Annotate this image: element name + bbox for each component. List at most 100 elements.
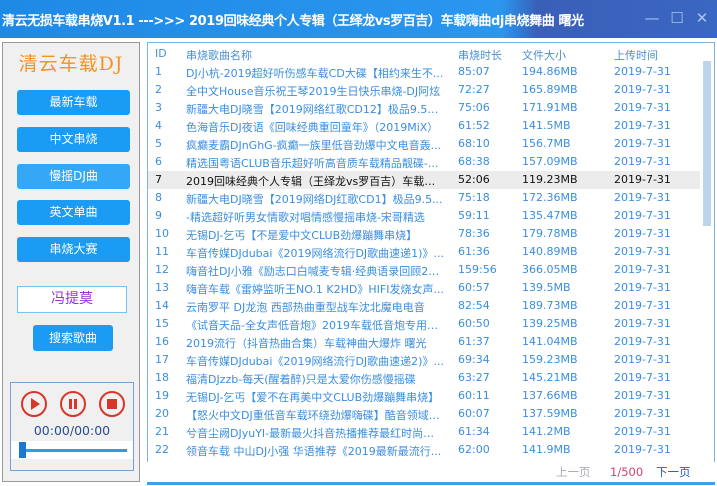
cell-size: 159.23MB xyxy=(522,353,578,366)
divider xyxy=(147,482,715,485)
cell-duration: 52:06 xyxy=(458,173,490,186)
cell-size: 140.89MB xyxy=(522,245,578,258)
scrollbar-thumb[interactable] xyxy=(703,61,711,226)
cell-name: 【怒火中文DJ重低音车载环绕劲爆嗨碟】酷音领域D... xyxy=(186,409,444,422)
cell-id: 22 xyxy=(155,443,169,456)
stop-icon[interactable] xyxy=(99,391,125,417)
cell-date: 2019-7-31 xyxy=(614,191,671,204)
table-row[interactable]: 8 新疆大电DJ晓雪【2019网络DJ红歌CD1】极品9.5... 75:18 172… xyxy=(148,189,700,207)
table-row[interactable]: 9 -精选超好听男女情歌对唱情感慢摇串烧-宋哥精选 59:11 135.47MB 201… xyxy=(148,207,700,225)
table-row[interactable]: 3 新疆大电DJ晓雪【2019网络红歌CD12】极品9.5丽... 75:06 171… xyxy=(148,99,700,117)
nav-chinese-medley-button[interactable]: 中文串烧 xyxy=(17,127,130,152)
maximize-button[interactable]: ☐ xyxy=(670,9,684,27)
progress-slider[interactable] xyxy=(11,441,133,459)
table-row[interactable]: 22 领音车载 中山DJ小强 华语推荐《2019最新最流行... 62:00 141.… xyxy=(148,441,700,459)
cell-name: 2019回味经典个人专辑（王绎龙vs罗百吉）车载嗨... xyxy=(186,175,444,188)
cell-name: 车音传媒DJdubai《2019网络流行DJ歌曲速递2)》... xyxy=(186,355,444,368)
cell-date: 2019-7-31 xyxy=(614,443,671,456)
next-page-link[interactable]: 下一页 xyxy=(656,465,691,479)
cell-duration: 159:56 xyxy=(458,263,497,276)
cell-duration: 75:18 xyxy=(458,191,490,204)
cell-name: 兮音尘阙DJyuYI-最新最火抖音热播推荐最红时尚的... xyxy=(186,427,444,440)
cell-duration: 82:54 xyxy=(458,299,490,312)
cell-duration: 60:50 xyxy=(458,317,490,330)
cell-size: 141.5MB xyxy=(522,119,571,132)
table-row[interactable]: 19 无锡DJ-乞丐【爱不在再美中文CLUB劲爆蹦舞串烧】 60:11 137.66M… xyxy=(148,387,700,405)
cell-name: 福清DJzzb-每天(醒着醉)只是太爱你伤感慢摇碟 xyxy=(186,373,416,386)
cell-size: 165.89MB xyxy=(522,83,578,96)
cell-date: 2019-7-31 xyxy=(614,65,671,78)
pause-icon[interactable] xyxy=(60,391,86,417)
search-input[interactable]: 冯提莫 xyxy=(17,286,127,313)
cell-date: 2019-7-31 xyxy=(614,173,671,186)
table-row[interactable]: 18 福清DJzzb-每天(醒着醉)只是太爱你伤感慢摇碟 63:27 145.21MB… xyxy=(148,369,700,387)
play-icon[interactable] xyxy=(21,391,47,417)
header-size[interactable]: 文件大小 xyxy=(522,49,566,62)
cell-size: 179.78MB xyxy=(522,227,578,240)
cell-date: 2019-7-31 xyxy=(614,281,671,294)
cell-duration: 61:34 xyxy=(458,425,490,438)
cell-name: 车音传媒DJdubai《2019网络流行DJ歌曲速递1)》... xyxy=(186,247,444,260)
table-row[interactable]: 17 车音传媒DJdubai《2019网络流行DJ歌曲速递2)》... 69:34 1… xyxy=(148,351,700,369)
search-button[interactable]: 搜索歌曲 xyxy=(33,325,113,351)
cell-id: 2 xyxy=(155,83,162,96)
cell-id: 9 xyxy=(155,209,162,222)
table-row[interactable]: 14 云南罗平 DJ龙泡 西部热曲重型战车沈北魔电电音 82:54 189.73MB 2… xyxy=(148,297,700,315)
table-row[interactable]: 7 2019回味经典个人专辑（王绎龙vs罗百吉）车载嗨... 52:06 119.23… xyxy=(148,171,700,189)
header-name[interactable]: 串烧歌曲名称 xyxy=(186,49,252,62)
nav-slow-dj-button[interactable]: 慢摇DJ曲 xyxy=(17,164,130,189)
table-row[interactable]: 11 车音传媒DJdubai《2019网络流行DJ歌曲速递1)》... 61:36 1… xyxy=(148,243,700,261)
cell-duration: 62:00 xyxy=(458,443,490,456)
close-button[interactable]: ✕ xyxy=(695,9,709,27)
header-duration[interactable]: 串烧时长 xyxy=(458,49,502,62)
cell-size: 157.09MB xyxy=(522,155,578,168)
cell-size: 194.86MB xyxy=(522,65,578,78)
cell-id: 6 xyxy=(155,155,162,168)
table-row[interactable]: 15 《试音天品-全女声低音炮》2019车载低音炮专用车... 60:50 139.2… xyxy=(148,315,700,333)
minimize-button[interactable]: — xyxy=(644,9,660,27)
vertical-scrollbar[interactable] xyxy=(700,43,714,462)
cell-name: 全中文House音乐祝王琴2019生日快乐串烧-DJ阿炫 xyxy=(186,85,441,98)
cell-size: 137.66MB xyxy=(522,389,578,402)
cell-duration: 78:36 xyxy=(458,227,490,240)
header-date[interactable]: 上传时间 xyxy=(614,49,658,62)
table-row[interactable]: 20 【怒火中文DJ重低音车载环绕劲爆嗨碟】酷音领域D... 60:07 137.59… xyxy=(148,405,700,423)
cell-date: 2019-7-31 xyxy=(614,371,671,384)
prev-page-link[interactable]: 上一页 xyxy=(556,465,591,479)
cell-duration: 75:06 xyxy=(458,101,490,114)
cell-size: 189.73MB xyxy=(522,299,578,312)
table-row[interactable]: 1 DJ小杭-2019超好听伤感车载CD大碟【相约来生不... 85:07 194.8… xyxy=(148,63,700,81)
header-id[interactable]: ID xyxy=(155,47,167,60)
table-row[interactable]: 13 嗨音车载《雷婷监听王NO.1 K2HD》HIFI发烧女声... 60:57 13… xyxy=(148,279,700,297)
cell-id: 5 xyxy=(155,137,162,150)
cell-id: 4 xyxy=(155,119,162,132)
cell-date: 2019-7-31 xyxy=(614,299,671,312)
cell-date: 2019-7-31 xyxy=(614,263,671,276)
table-row[interactable]: 4 色海音乐DJ夜语《回味经典重回童年》（2019MiX） 61:52 141.5MB… xyxy=(148,117,700,135)
table-row[interactable]: 5 疯癫麦霸DJnGhG-疯癫一族里低音劲爆中文电音轰... 68:10 156.7M… xyxy=(148,135,700,153)
table-row[interactable]: 12 嗨音社DJ小雅《励志口白喊麦专辑·经典语录回顾20... 159:56 366.… xyxy=(148,261,700,279)
table-row[interactable]: 10 无锡DJ-乞丐【不是爱中文CLUB劲爆蹦舞串烧】 78:36 179.78MB 2… xyxy=(148,225,700,243)
cell-name: 精选国粤语CLUB音乐超好听高音质车载精品靓碟-... xyxy=(186,157,439,170)
cell-duration: 59:11 xyxy=(458,209,490,222)
cell-date: 2019-7-31 xyxy=(614,137,671,150)
cell-date: 2019-7-31 xyxy=(614,353,671,366)
progress-thumb[interactable] xyxy=(19,442,26,458)
cell-size: 135.47MB xyxy=(522,209,578,222)
cell-id: 11 xyxy=(155,245,169,258)
nav-contest-button[interactable]: 串烧大赛 xyxy=(17,237,130,262)
cell-size: 119.23MB xyxy=(522,173,578,186)
cell-size: 145.21MB xyxy=(522,371,578,384)
table-row[interactable]: 16 2019流行（抖音热曲合集）车载神曲大爆炸 曙光 61:37 141.04MB 2… xyxy=(148,333,700,351)
table-header: ID 串烧歌曲名称 串烧时长 文件大小 上传时间 xyxy=(148,45,700,63)
cell-date: 2019-7-31 xyxy=(614,425,671,438)
table-row[interactable]: 21 兮音尘阙DJyuYI-最新最火抖音热播推荐最红时尚的... 61:34 141.… xyxy=(148,423,700,441)
cell-name: -精选超好听男女情歌对唱情感慢摇串烧-宋哥精选 xyxy=(186,211,425,224)
cell-date: 2019-7-31 xyxy=(614,101,671,114)
nav-english-button[interactable]: 英文单曲 xyxy=(17,200,130,225)
table-row[interactable]: 6 精选国粤语CLUB音乐超好听高音质车载精品靓碟-... 68:38 157.09M… xyxy=(148,153,700,171)
table-row[interactable]: 2 全中文House音乐祝王琴2019生日快乐串烧-DJ阿炫 72:27 165.89… xyxy=(148,81,700,99)
nav-latest-button[interactable]: 最新车载 xyxy=(17,90,130,115)
title-bar: 清云无损车载串烧V1.1 --->>> 2019回味经典个人专辑（王绎龙vs罗百… xyxy=(0,0,717,38)
cell-date: 2019-7-31 xyxy=(614,83,671,96)
